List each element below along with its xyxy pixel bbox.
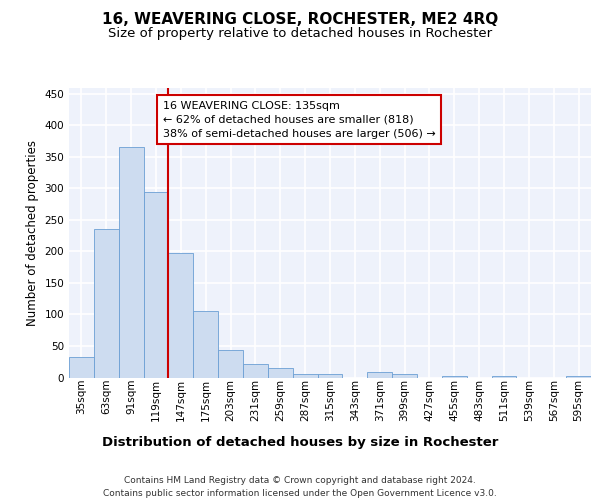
Bar [218, 350, 243, 378]
Bar [193, 312, 218, 378]
Bar [243, 364, 268, 378]
Bar [143, 192, 169, 378]
Bar [69, 356, 94, 378]
Bar [169, 252, 193, 378]
Bar [119, 148, 143, 378]
Text: Size of property relative to detached houses in Rochester: Size of property relative to detached ho… [108, 28, 492, 40]
Bar [367, 372, 392, 378]
Text: Contains HM Land Registry data © Crown copyright and database right 2024.
Contai: Contains HM Land Registry data © Crown c… [103, 476, 497, 498]
Bar [442, 376, 467, 378]
Bar [491, 376, 517, 378]
Bar [268, 368, 293, 378]
Bar [392, 374, 417, 378]
Bar [94, 230, 119, 378]
Bar [293, 374, 317, 378]
Bar [317, 374, 343, 378]
Y-axis label: Number of detached properties: Number of detached properties [26, 140, 39, 326]
Text: 16 WEAVERING CLOSE: 135sqm
← 62% of detached houses are smaller (818)
38% of sem: 16 WEAVERING CLOSE: 135sqm ← 62% of deta… [163, 100, 436, 138]
Text: Distribution of detached houses by size in Rochester: Distribution of detached houses by size … [102, 436, 498, 449]
Bar [566, 376, 591, 378]
Text: 16, WEAVERING CLOSE, ROCHESTER, ME2 4RQ: 16, WEAVERING CLOSE, ROCHESTER, ME2 4RQ [102, 12, 498, 28]
